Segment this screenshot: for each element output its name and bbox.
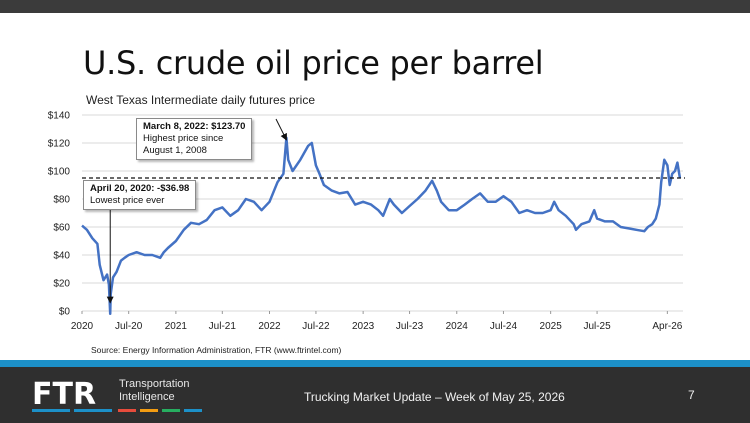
x-tick-label-8: 2024 (446, 321, 469, 332)
series-layer (81, 136, 682, 316)
callout-high: March 8, 2022: $123.70 Highest price sin… (136, 118, 253, 160)
annotation-arrows (106, 118, 287, 304)
y-tick-label-0: $0 (59, 307, 71, 318)
y-axis-ticks: $0 $20 $40 $60 $80 $100 $120 $140 (48, 111, 71, 318)
ftr-logo: FTR (32, 378, 96, 412)
y-tick-label-6: $120 (48, 139, 71, 150)
bar-blue (32, 409, 70, 412)
bar-red (118, 409, 136, 412)
x-tick-label-6: 2023 (352, 321, 375, 332)
arrow-high (275, 118, 287, 141)
callout-high-line2: August 1, 2008 (143, 145, 207, 156)
x-axis-ticks: 2020 Jul-20 2021 Jul-21 2022 Jul-22 2023 Jul-23… (71, 311, 683, 332)
x-tick-label-3: Jul-21 (209, 321, 237, 332)
x-tick-label-9: Jul-24 (490, 321, 518, 332)
callout-high-line1: Highest price since (143, 133, 224, 144)
y-tick-label-3: $60 (53, 223, 70, 234)
x-tick-label-2: 2021 (165, 321, 188, 332)
x-tick-label-12: Apr-26 (652, 321, 682, 332)
footer-title: Trucking Market Update – Week of May 25,… (304, 390, 565, 404)
y-tick-label-4: $80 (53, 195, 70, 206)
y-tick-label-5: $100 (48, 167, 71, 178)
callout-high-heading: March 8, 2022: $123.70 (143, 121, 246, 132)
y-tick-label-2: $40 (53, 251, 70, 262)
callout-low-line1: Lowest price ever (90, 195, 165, 206)
y-tick-label-1: $20 (53, 279, 70, 290)
chart-subtitle: West Texas Intermediate daily futures pr… (86, 93, 315, 107)
bar-green (162, 409, 180, 412)
x-tick-label-11: Jul-25 (583, 321, 611, 332)
top-bar (0, 0, 750, 13)
footer-bar (0, 367, 750, 423)
x-tick-label-0: 2020 (71, 321, 94, 332)
ftr-logo-text: FTR (32, 378, 96, 412)
y-tick-label-7: $140 (48, 111, 71, 122)
x-tick-label-4: 2022 (258, 321, 281, 332)
oil-price-chart: $0$20$40$60$80$100$120$140 2020 Jul-20 202… (48, 111, 685, 332)
bar-orange (140, 409, 158, 412)
x-tick-label-5: Jul-22 (302, 321, 330, 332)
x-tick-label-7: Jul-23 (396, 321, 424, 332)
page-number: 7 (688, 388, 695, 402)
brand-color-bars (32, 409, 202, 412)
brand-text: Transportation Intelligence (119, 378, 229, 404)
brand-line2: Intelligence (119, 391, 175, 403)
x-tick-label-1: Jul-20 (115, 321, 143, 332)
source-note: Source: Energy Information Administratio… (91, 345, 342, 355)
x-tick-label-10: 2025 (540, 321, 563, 332)
bar-blue-3 (184, 409, 202, 412)
brand-line1: Transportation (119, 378, 190, 390)
accent-strip (0, 360, 750, 367)
bar-blue-2 (74, 409, 112, 412)
slide-title: U.S. crude oil price per barrel (83, 44, 544, 82)
callout-low-heading: April 20, 2020: -$36.98 (90, 183, 190, 194)
chart-grid (82, 114, 683, 312)
oil-price-series-line (81, 136, 682, 316)
callout-low: April 20, 2020: -$36.98 Lowest price eve… (83, 180, 197, 210)
